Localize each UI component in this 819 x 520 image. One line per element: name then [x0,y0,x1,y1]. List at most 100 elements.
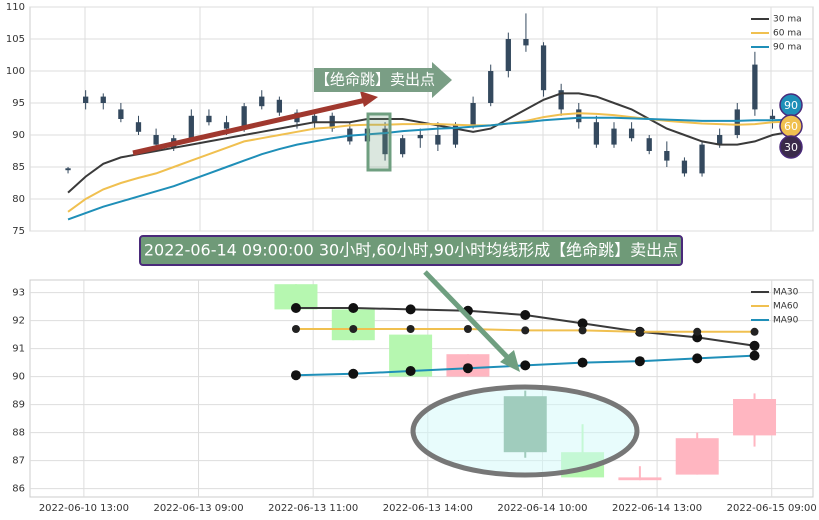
x-tick-label: 2022-06-14 10:00 [497,503,587,514]
candle-body [769,115,776,119]
ma-dot [577,318,588,329]
candle-body [523,39,529,46]
candle-body [400,138,406,155]
ma-line [67,112,791,213]
y-tick-label: 86 [12,484,25,495]
x-tick-label: 2022-06-14 13:00 [612,503,702,514]
candle-body [259,96,265,107]
candle-body [540,45,547,91]
candle-body [733,399,777,436]
legend-label: MA60 [773,302,799,312]
ma-dot [692,353,703,364]
x-tick-label: 2022-06-10 13:00 [39,503,129,514]
ma-dot [635,327,644,336]
ma-dot [406,325,415,333]
ma-dot [349,325,358,333]
pointer-arrow [423,270,514,364]
y-tick-label: 88 [12,428,25,439]
legend-label: MA90 [773,316,799,326]
candle-body [435,135,441,145]
y-tick-label: 110 [6,2,25,13]
ma-dot [462,363,473,374]
x-tick-label: 2022-06-13 11:00 [268,503,358,514]
candle-body [681,160,688,174]
legend-label: MA30 [773,288,799,298]
end-marker-label: 30 [784,141,798,154]
ma-dot [520,360,531,371]
x-tick-label: 2022-06-15 09:00 [727,503,817,514]
candle-body [206,115,212,123]
pointer-arrow-head [500,350,520,372]
y-tick-label: 89 [12,400,25,411]
y-tick-label: 92 [12,316,25,327]
ma-dot [749,340,760,351]
trend-arrow-head [360,91,378,107]
candle-body [618,477,662,481]
candle-body [505,39,511,71]
top-plot-frame [29,6,814,232]
ma-dot [521,326,530,335]
legend-label: 90 ma [773,43,802,53]
candle-body [734,109,740,135]
y-tick-label: 93 [12,288,25,299]
candle-body [83,96,89,103]
candle-body [382,128,388,155]
candle-body [188,115,194,139]
candle-body [664,151,670,161]
ma-dot [693,327,702,336]
y-tick-label: 87 [12,456,25,467]
ma-dot [520,310,531,320]
candle-body [717,135,723,145]
candle-body [593,122,600,145]
candle-body [488,71,494,103]
ma-dot [405,366,416,376]
title-banner [139,235,683,266]
candle-body [135,122,142,132]
highlight-ellipse [410,384,640,478]
ma-dot [290,303,301,313]
candle-body [100,96,106,103]
y-tick-label: 75 [12,226,25,237]
ma-line [67,116,791,221]
end-marker-label: 60 [784,120,798,133]
candle-body [675,438,719,475]
end-marker [779,135,803,159]
y-tick-label: 105 [6,34,25,45]
candle-body [470,103,476,126]
ma-dot [578,326,587,335]
y-tick-label: 90 [12,372,25,383]
candle-body [628,128,635,139]
candle-body [699,144,705,174]
ma-dot [750,327,759,336]
ma-dot [348,368,359,379]
end-marker-label: 90 [784,99,798,112]
ma-dot [749,350,760,361]
candle-body [576,109,582,123]
candle-body [65,168,71,171]
ma-dot [405,304,416,315]
candle-body [241,106,247,129]
candle-body [153,135,159,145]
candle-body [452,125,459,145]
x-tick-label: 2022-06-13 14:00 [383,503,473,514]
y-tick-label: 95 [12,98,25,109]
candle-body [118,109,124,119]
y-tick-label: 100 [6,66,25,77]
legend-label: 60 ma [773,29,802,39]
candle-body [611,128,617,145]
x-tick-label: 2022-06-13 09:00 [153,503,243,514]
candle-body [311,115,318,123]
annotation: 【绝命跳】卖出点 [315,71,435,89]
chart-title: 2022-06-14 09:00:00 30小时,60小时,90小时均线形成【绝… [144,241,678,260]
candle-body [558,90,564,110]
annotation-box [314,62,452,98]
candle-body [417,135,423,139]
ma-dot [290,370,301,381]
ma-dot [463,325,472,333]
candle-body [276,99,283,113]
legend-label: 30 ma [773,15,802,25]
ma-dot [348,303,359,313]
candle-body [646,138,652,151]
ma-dot [291,325,300,333]
